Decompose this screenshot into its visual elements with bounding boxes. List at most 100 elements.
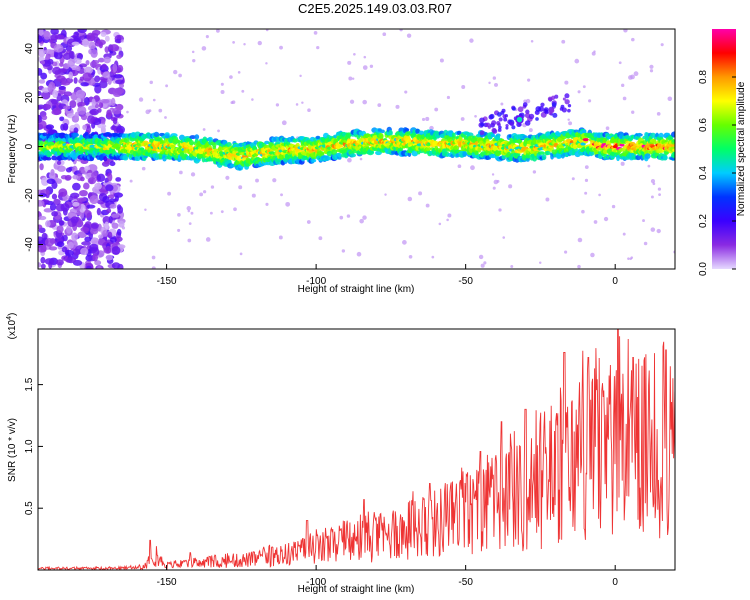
spectrogram-cell	[96, 265, 102, 269]
spectrogram-cell	[603, 216, 609, 222]
spectrogram-cell	[149, 80, 153, 85]
spectrogram-cell	[90, 222, 99, 229]
spectrogram-cell	[515, 115, 524, 124]
spectrogram-cell	[73, 127, 79, 134]
spectrogram-cell	[527, 78, 531, 82]
spectrogram-cell	[114, 38, 122, 44]
spectrogram-cell	[41, 91, 51, 100]
spectrogram-cell	[76, 197, 87, 202]
spectrogram-cell	[649, 69, 654, 73]
spectrogram-cell	[605, 126, 610, 131]
spectrogram-cell	[347, 60, 352, 65]
spectrogram-cell	[647, 164, 651, 168]
spectrogram-cell	[192, 58, 196, 63]
spectrogram-cell	[72, 182, 81, 191]
spectrogram-cell	[44, 238, 55, 247]
spectrogram-cell	[51, 193, 58, 200]
spectrogram-cell	[494, 82, 499, 87]
spectrogram-cell	[112, 107, 122, 115]
spectrogram-cell	[77, 231, 87, 239]
spectrogram-cell	[439, 58, 444, 63]
spectrogram-cell	[220, 210, 224, 214]
spectrogram-cell	[363, 55, 367, 59]
spectrogram-cell	[388, 129, 393, 137]
spectrogram-cell	[399, 29, 403, 32]
spectrogram-cell	[456, 130, 462, 136]
spectrogram-cell	[462, 151, 467, 157]
spectrogram-cell	[40, 72, 48, 80]
spectrogram-cell	[141, 166, 146, 171]
spectrogram-cell	[622, 96, 627, 101]
spectrogram-cell	[671, 152, 675, 159]
spectrogram-cell	[177, 213, 181, 217]
spectrogram-cell	[38, 29, 44, 36]
spectrogram-cell	[59, 116, 65, 122]
spectrogram-cell	[307, 108, 311, 112]
spectrogram-cell	[349, 99, 355, 104]
spectrogram-cell	[670, 131, 675, 138]
spectrogram-cell	[567, 103, 572, 108]
spectrogram-cell	[191, 50, 195, 54]
spectrogram-cell	[38, 199, 45, 207]
spectrogram-cell	[622, 232, 626, 236]
spectrogram-cell	[108, 215, 113, 224]
spectrogram-cell	[107, 231, 113, 239]
spectrogram-cell	[47, 84, 53, 92]
spectrogram-cell	[212, 145, 217, 150]
spectrogram-cell	[59, 220, 65, 226]
spectrogram-cell	[493, 179, 499, 185]
spectrogram-cell	[51, 66, 62, 75]
spectrogram-cell	[272, 178, 277, 183]
spectrogram-cell	[203, 190, 207, 194]
spectrogram-cell	[255, 178, 259, 183]
spectrogram-cell	[100, 119, 106, 126]
spectrogram-cell	[62, 123, 69, 131]
spectrogram-cell	[593, 50, 596, 53]
spectrogram-cell	[121, 226, 126, 230]
spectrogram-cell	[545, 197, 550, 202]
spectrogram-cell	[178, 73, 182, 78]
spectrogram-cell	[483, 261, 487, 265]
spectrogram-cell	[153, 131, 160, 138]
spectrogram-cell	[83, 66, 93, 75]
spectrogram-cell	[62, 63, 70, 70]
spectrogram-cell	[81, 241, 91, 246]
spectrogram-cell	[102, 71, 111, 79]
spectrogram-cell	[479, 130, 485, 136]
spectrogram-cell	[358, 137, 364, 144]
snr-plot-area	[38, 329, 675, 570]
spectrogram-cell	[152, 98, 156, 102]
spectrogram-cell	[460, 117, 465, 121]
spectrogram-cell	[359, 157, 363, 161]
spectrogram-cell	[446, 218, 449, 222]
spectrogram-cell	[97, 57, 105, 63]
spectrogram-cell	[75, 89, 86, 99]
spectrogram-cell	[91, 98, 96, 107]
spectrogram-cell	[63, 91, 72, 97]
spectrogram-cell	[120, 39, 124, 43]
spectrogram-cell	[549, 107, 555, 114]
spectrogram-cell	[85, 254, 93, 262]
spectrogram-cell	[170, 133, 178, 138]
spectrogram-cell	[525, 98, 531, 104]
spectrogram-cell	[631, 110, 635, 114]
spectrogram-cell	[90, 60, 97, 68]
spectrogram-plot-area	[38, 29, 675, 269]
spectrogram-cell	[43, 208, 53, 213]
spectrogram-cell	[102, 215, 111, 225]
spectrogram-cell	[188, 222, 192, 225]
spectrogram-cell	[98, 42, 103, 49]
spectrogram-cell	[237, 71, 241, 74]
spectrogram-cell	[87, 115, 96, 124]
spectrogram-cell	[98, 101, 104, 109]
spectrogram-cell	[53, 44, 64, 53]
spectrogram-cell	[353, 52, 356, 56]
spectrogram-cell	[590, 252, 595, 258]
spectrogram-cell	[501, 108, 506, 113]
spectrogram-cell	[123, 137, 130, 144]
spectrogram-cell	[198, 154, 204, 158]
spectrogram-cell	[543, 107, 549, 112]
spectrogram-cell	[96, 173, 106, 182]
spectrogram-cell	[425, 203, 430, 208]
spectrogram-cell	[104, 35, 110, 42]
